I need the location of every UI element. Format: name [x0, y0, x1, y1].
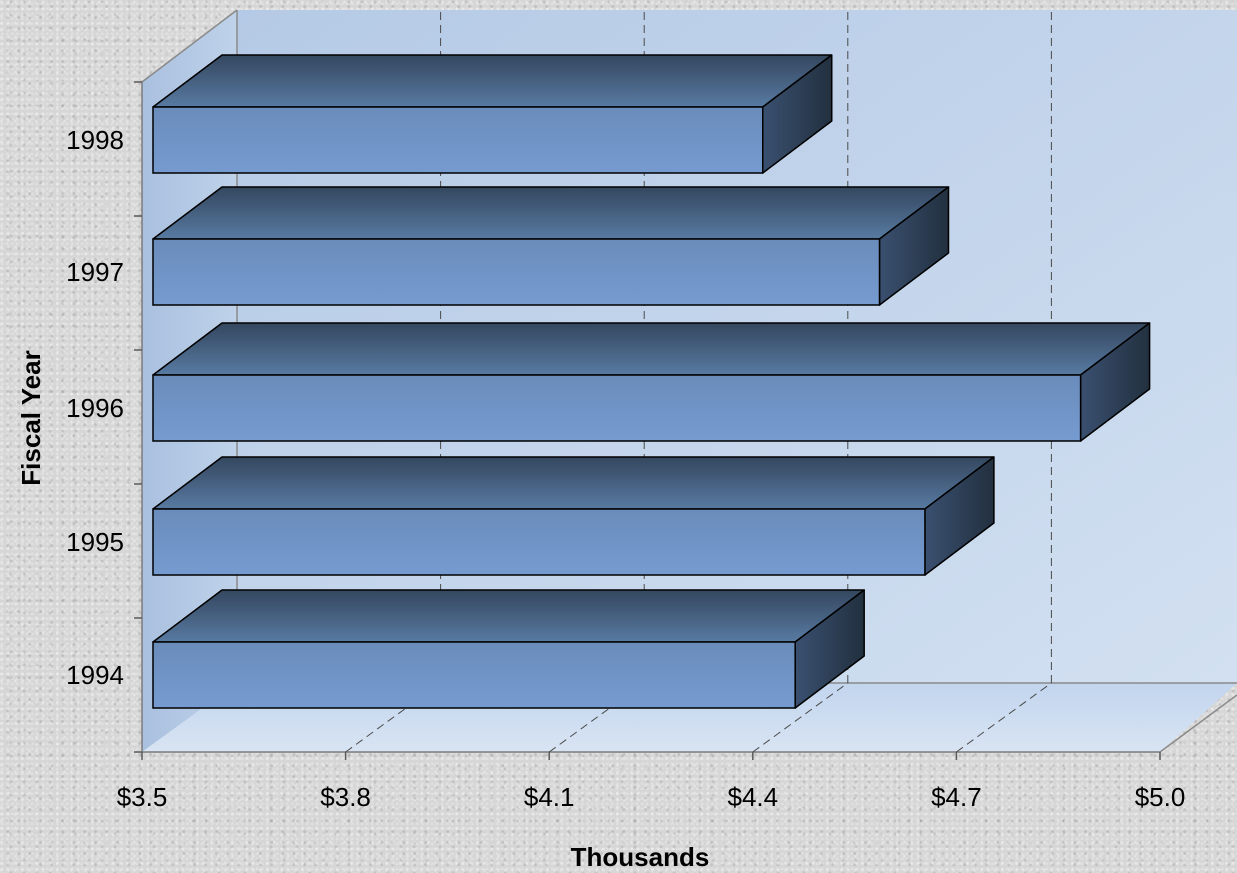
- bar-front-face: [152, 106, 764, 174]
- x-tick-label: $5.0: [1135, 782, 1186, 812]
- bar-top-face: [152, 589, 865, 643]
- y-tick-labels: 1994 1995 1996 1997 1998: [66, 125, 124, 690]
- bars: [152, 54, 1151, 709]
- bar-top-face: [152, 54, 833, 108]
- y-tick-label: 1997: [66, 257, 124, 287]
- y-tick-label: 1995: [66, 527, 124, 557]
- side-wall-top-edge: [141, 9, 238, 83]
- bar-1995: [152, 456, 995, 576]
- x-tick-label: $3.8: [320, 782, 371, 812]
- bar-top-face: [152, 186, 950, 240]
- bar-front-face: [152, 238, 881, 306]
- floor-gridline: [956, 682, 1052, 753]
- bar-front-face: [152, 374, 1082, 442]
- x-axis-title: Thousands: [571, 842, 710, 872]
- x-tick-label: $3.5: [117, 782, 168, 812]
- bar-top-face: [152, 456, 995, 510]
- floor-right-edge: [1159, 694, 1237, 753]
- bar-front-face: [152, 508, 926, 576]
- y-axis-title: Fiscal Year: [16, 350, 46, 485]
- y-tick-label: 1996: [66, 393, 124, 423]
- x-tick-labels: $3.5 $3.8 $4.1 $4.4 $4.7 $5.0: [117, 782, 1186, 812]
- x-tick-label: $4.7: [931, 782, 982, 812]
- tick-marks: [134, 81, 1161, 760]
- bar-1997: [152, 186, 950, 306]
- bar-1996: [152, 322, 1151, 442]
- y-tick-label: 1994: [66, 660, 124, 690]
- bar-1998: [152, 54, 833, 174]
- floor-gridline: [752, 682, 849, 753]
- x-tick-label: $4.1: [524, 782, 575, 812]
- bar-front-face: [152, 641, 796, 709]
- bar-1994: [152, 589, 865, 709]
- x-tick-label: $4.4: [727, 782, 778, 812]
- bar-top-face: [152, 322, 1151, 376]
- y-tick-label: 1998: [66, 125, 124, 155]
